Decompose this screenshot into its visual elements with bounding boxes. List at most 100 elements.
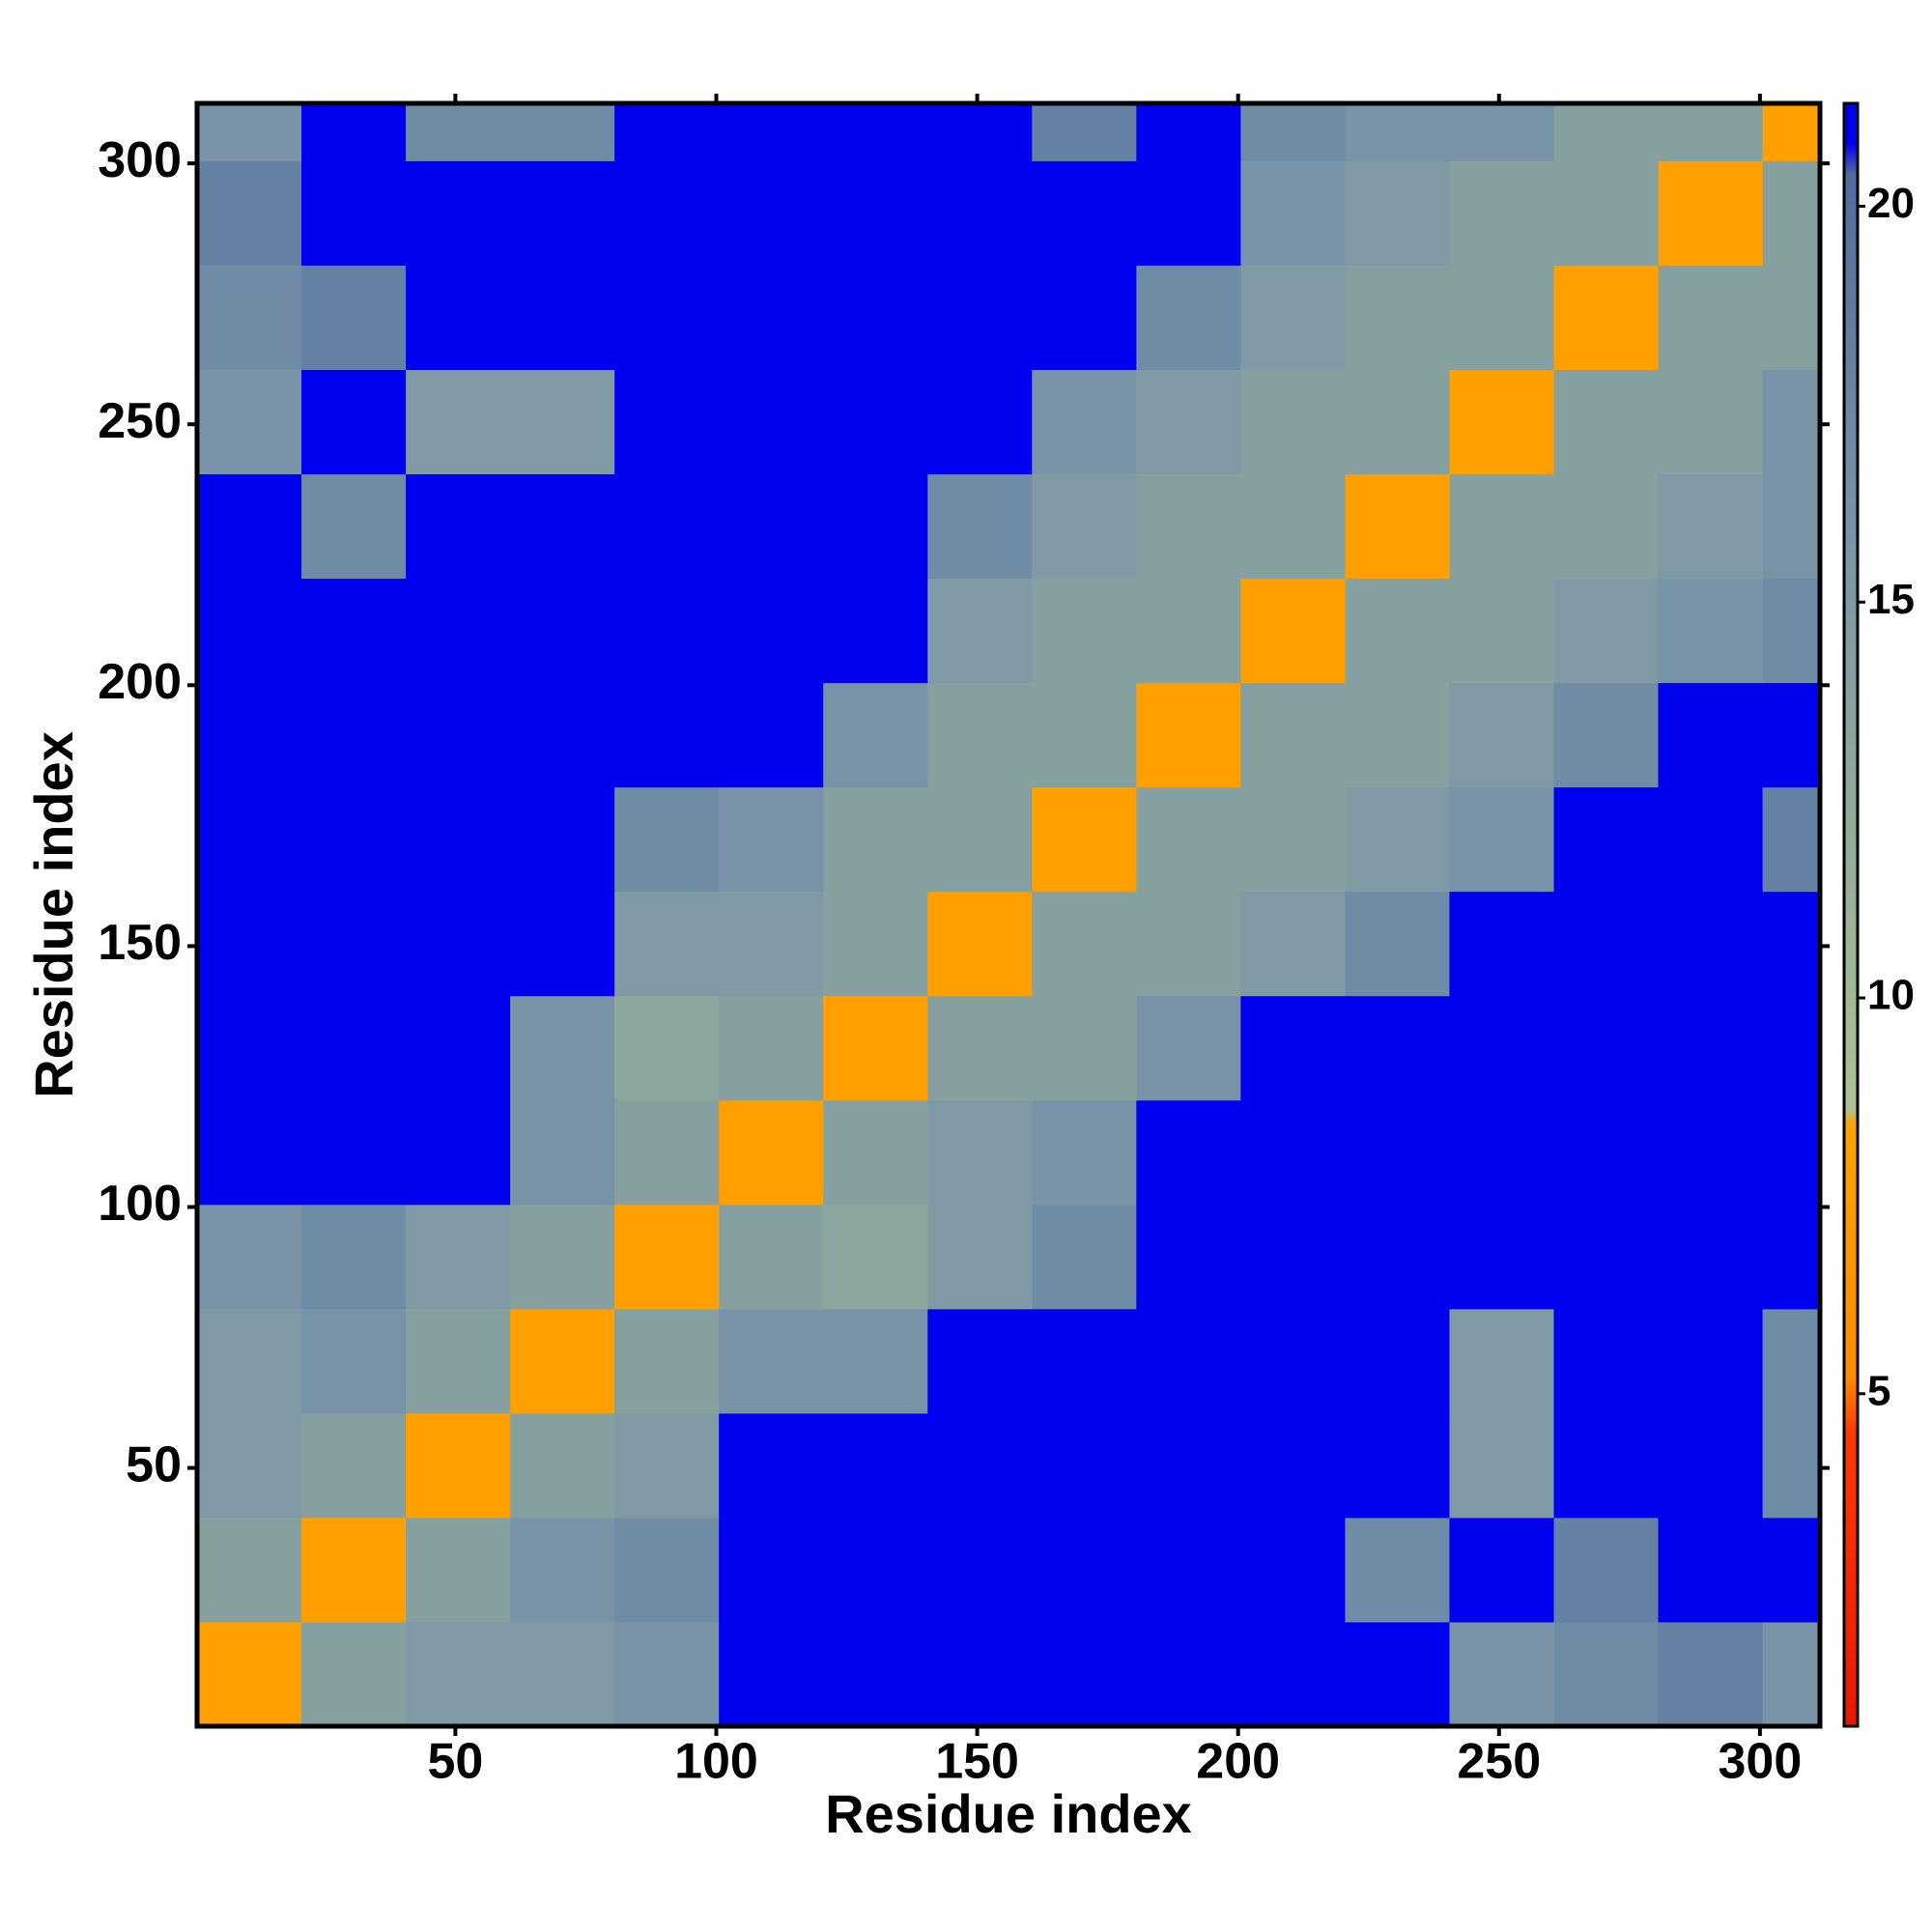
heatmap-cell xyxy=(510,369,615,475)
heatmap-cell xyxy=(1136,1412,1241,1519)
heatmap-cell xyxy=(406,578,511,684)
heatmap-cell xyxy=(1240,103,1346,161)
heatmap-cell xyxy=(510,578,615,684)
heatmap-cell xyxy=(1032,1517,1137,1623)
heatmap-cell xyxy=(1449,578,1555,684)
heatmap-cell xyxy=(301,1621,407,1727)
heatmap-cell xyxy=(1449,1099,1555,1206)
heatmap-cell xyxy=(1449,473,1555,580)
heatmap-cell xyxy=(510,103,615,161)
heatmap-cell xyxy=(1240,369,1346,475)
heatmap-cell xyxy=(197,1517,302,1623)
heatmap-cell xyxy=(1240,682,1346,788)
heatmap-cell xyxy=(197,1099,302,1206)
heatmap-cell xyxy=(1762,1412,1821,1519)
heatmap-cell xyxy=(1240,265,1346,370)
heatmap-cell xyxy=(1553,578,1660,684)
heatmap-cell xyxy=(1762,265,1821,370)
x-axis-label: Residue index xyxy=(825,1783,1192,1844)
heatmap-cell xyxy=(510,1621,615,1727)
heatmap-cell xyxy=(1240,995,1346,1101)
heatmap-cell xyxy=(719,578,824,684)
heatmap-cell xyxy=(406,369,511,475)
heatmap-cell xyxy=(1136,103,1241,161)
heatmap-cell xyxy=(1345,103,1450,161)
heatmap-cell xyxy=(1136,1204,1241,1310)
y-axis-label: Residue index xyxy=(23,731,84,1098)
heatmap-cell xyxy=(1449,682,1555,788)
heatmap-cell xyxy=(510,995,615,1101)
heatmap-cell xyxy=(614,891,720,997)
heatmap-cell xyxy=(614,369,720,475)
heatmap-cell xyxy=(823,160,928,266)
heatmap-cell xyxy=(1658,1412,1764,1519)
heatmap-cell xyxy=(510,682,615,788)
heatmap-cell xyxy=(1762,1621,1821,1727)
colorbar-tick-label: 5 xyxy=(1867,1367,1890,1414)
heatmap-cell xyxy=(510,473,615,580)
heatmap-cell xyxy=(1345,160,1450,266)
heatmap-cell xyxy=(1762,682,1821,788)
y-tick-label: 100 xyxy=(98,1176,182,1232)
heatmap-cell xyxy=(1240,786,1346,893)
heatmap-cell xyxy=(1553,369,1660,475)
x-tick-label: 250 xyxy=(1457,1734,1541,1790)
heatmap-cell xyxy=(1136,369,1241,475)
heatmap-cell xyxy=(197,103,302,161)
heatmap-cell xyxy=(510,786,615,893)
heatmap-cell xyxy=(719,995,824,1101)
colorbar-tick-label: 15 xyxy=(1867,576,1915,623)
heatmap-cell xyxy=(1240,891,1346,997)
heatmap-cell xyxy=(823,1621,928,1727)
heatmap-cell xyxy=(927,103,1033,161)
heatmap-cell xyxy=(1032,1412,1137,1519)
heatmap-cell xyxy=(510,1308,615,1414)
heatmap-cell xyxy=(510,1517,615,1623)
heatmap-cell xyxy=(719,1308,824,1414)
heatmap-cell xyxy=(1553,1412,1660,1519)
heatmap-cell xyxy=(301,995,407,1101)
heatmap-cell xyxy=(823,1204,928,1310)
heatmap-cell xyxy=(614,1412,720,1519)
heatmap-cell xyxy=(406,891,511,997)
x-tick-label: 150 xyxy=(935,1734,1019,1790)
heatmap-cell xyxy=(1449,891,1555,997)
heatmap-cell xyxy=(719,682,824,788)
heatmap-cell xyxy=(1553,891,1660,997)
heatmap-cell xyxy=(1658,103,1764,161)
heatmap-cell xyxy=(1762,160,1821,266)
heatmap-cell xyxy=(1553,473,1660,580)
heatmap-cell xyxy=(1658,473,1764,580)
heatmap-cell xyxy=(301,265,407,370)
heatmap-cell xyxy=(927,891,1033,997)
heatmap-cell xyxy=(1345,786,1450,893)
heatmap-cell xyxy=(614,995,720,1101)
heatmap-cell xyxy=(823,891,928,997)
heatmap-cell xyxy=(1032,473,1137,580)
heatmap-cell xyxy=(1136,265,1241,370)
heatmap-cell xyxy=(1449,1204,1555,1310)
heatmap-cell xyxy=(1658,578,1764,684)
heatmap-cell xyxy=(197,1308,302,1414)
heatmap-cell xyxy=(1136,891,1241,997)
heatmap-cell xyxy=(1449,160,1555,266)
heatmap-cell xyxy=(1345,473,1450,580)
heatmap-cell xyxy=(1553,1308,1660,1414)
heatmap-cell xyxy=(510,265,615,370)
heatmap-cell xyxy=(197,578,302,684)
heatmap-cell xyxy=(614,578,720,684)
heatmap-cell xyxy=(1449,1621,1555,1727)
heatmap-cell xyxy=(1032,891,1137,997)
heatmap-cell xyxy=(927,1204,1033,1310)
heatmap-cell xyxy=(1762,1204,1821,1310)
heatmap-cell xyxy=(301,160,407,266)
heatmap-cell xyxy=(197,1412,302,1519)
heatmap-cell xyxy=(1136,1099,1241,1206)
heatmap-cell xyxy=(927,265,1033,370)
heatmap-cell xyxy=(719,786,824,893)
heatmap-cell xyxy=(1345,1517,1450,1623)
heatmap-cell xyxy=(614,103,720,161)
heatmap-cell xyxy=(927,682,1033,788)
y-tick-label: 300 xyxy=(98,132,182,188)
